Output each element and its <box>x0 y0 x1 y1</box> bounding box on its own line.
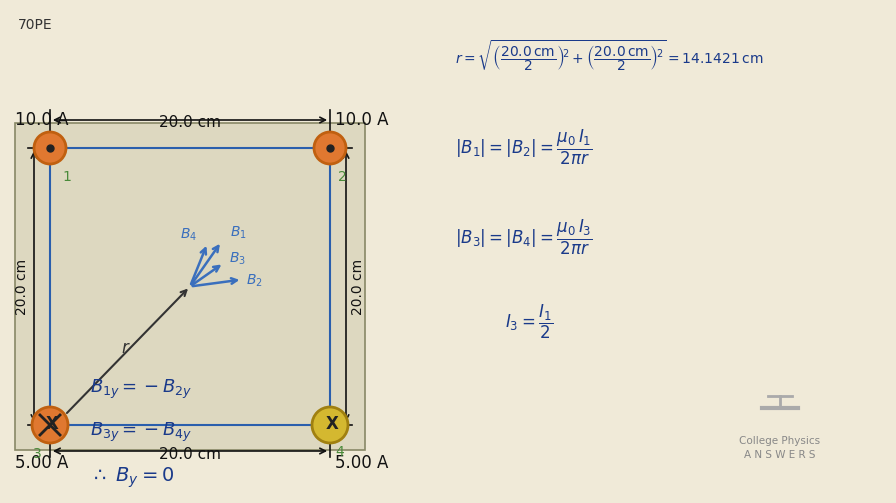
Text: $B_2$: $B_2$ <box>246 273 263 289</box>
Text: 10.0 A: 10.0 A <box>15 111 68 129</box>
FancyBboxPatch shape <box>15 123 365 450</box>
Text: $B_1$: $B_1$ <box>229 224 246 241</box>
Text: 20.0 cm: 20.0 cm <box>159 115 221 130</box>
Text: r: r <box>122 339 128 357</box>
Text: 20.0 cm: 20.0 cm <box>15 259 29 314</box>
Text: 3: 3 <box>33 447 42 461</box>
Text: X: X <box>46 415 58 433</box>
Text: 5.00 A: 5.00 A <box>335 454 388 472</box>
Text: $\therefore\; B_y = 0$: $\therefore\; B_y = 0$ <box>90 465 174 489</box>
Text: 20.0 cm: 20.0 cm <box>351 259 365 314</box>
Circle shape <box>32 407 68 443</box>
Text: $B_{1y} = -B_{2y}$: $B_{1y} = -B_{2y}$ <box>90 378 193 401</box>
Text: X: X <box>325 415 339 433</box>
Text: 4: 4 <box>335 445 344 459</box>
Text: 20.0 cm: 20.0 cm <box>159 447 221 462</box>
Text: $I_3 = \dfrac{I_1}{2}$: $I_3 = \dfrac{I_1}{2}$ <box>505 303 553 341</box>
Text: $B_{3y} = -B_{4y}$: $B_{3y} = -B_{4y}$ <box>90 421 193 444</box>
Circle shape <box>314 132 346 164</box>
Circle shape <box>34 132 66 164</box>
Text: 70PE: 70PE <box>18 18 53 32</box>
Text: College Physics
A N S W E R S: College Physics A N S W E R S <box>739 436 821 460</box>
Text: $B_4$: $B_4$ <box>179 226 196 242</box>
Text: $|B_1| = |B_2| = \dfrac{\mu_0\, I_1}{2\pi r}$: $|B_1| = |B_2| = \dfrac{\mu_0\, I_1}{2\p… <box>455 128 593 167</box>
Text: $|B_3| = |B_4| = \dfrac{\mu_0\, I_3}{2\pi r}$: $|B_3| = |B_4| = \dfrac{\mu_0\, I_3}{2\p… <box>455 218 593 257</box>
Text: $B_3$: $B_3$ <box>228 251 246 267</box>
Text: 2: 2 <box>338 170 347 184</box>
Circle shape <box>312 407 348 443</box>
Text: 5.00 A: 5.00 A <box>15 454 68 472</box>
Text: 1: 1 <box>62 170 71 184</box>
Text: 10.0 A: 10.0 A <box>335 111 389 129</box>
Text: $r = \sqrt{\left(\dfrac{20.0\,\mathrm{cm}}{2}\right)^{\!2} + \left(\dfrac{20.0\,: $r = \sqrt{\left(\dfrac{20.0\,\mathrm{cm… <box>455 38 763 73</box>
